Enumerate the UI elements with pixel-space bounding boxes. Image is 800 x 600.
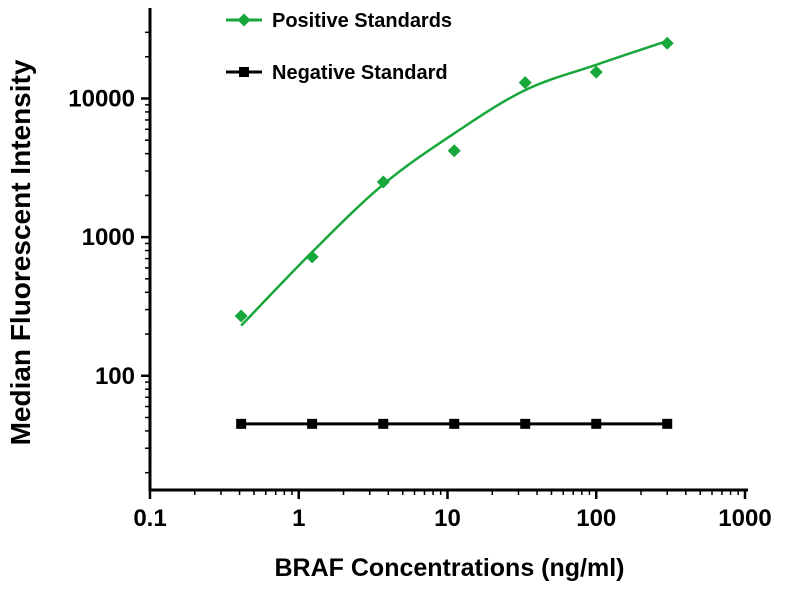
data-point-positive-standards xyxy=(518,76,532,90)
legend-item-positive-standards: Positive Standards xyxy=(226,10,452,32)
data-point-negative-standard xyxy=(378,418,389,429)
data-point-positive-standards xyxy=(376,175,390,189)
legend: Positive Standards Negative Standard xyxy=(226,10,452,84)
y-tick-label: 10000 xyxy=(68,85,135,112)
x-tick-label: 10 xyxy=(434,505,461,532)
legend-marker-positive-standards-icon xyxy=(237,13,251,27)
data-point-negative-standard xyxy=(236,418,247,429)
legend-label: Negative Standard xyxy=(272,62,448,84)
data-point-negative-standard xyxy=(520,418,531,429)
legend-label: Positive Standards xyxy=(272,10,452,32)
data-point-negative-standard xyxy=(449,418,460,429)
data-point-positive-standards xyxy=(660,36,674,50)
y-tick-label: 100 xyxy=(95,363,135,390)
data-point-negative-standard xyxy=(307,418,318,429)
series-positive-standards xyxy=(234,36,674,327)
legend-item-negative-standard: Negative Standard xyxy=(226,62,448,84)
data-point-negative-standard xyxy=(662,418,673,429)
axes: 0.1 1 10 100 1000 100 1000 10000 xyxy=(68,8,772,532)
data-point-positive-standards xyxy=(447,144,461,158)
x-tick-label: 1 xyxy=(292,505,305,532)
y-axis-title: Median Fluorescent Intensity xyxy=(5,59,36,445)
data-point-negative-standard xyxy=(591,418,602,429)
legend-marker-negative-standard-icon xyxy=(239,67,249,77)
x-tick-label: 0.1 xyxy=(133,505,166,532)
x-axis-title: BRAF Concentrations (ng/ml) xyxy=(275,554,625,582)
data-point-positive-standards xyxy=(305,250,319,264)
data-point-positive-standards xyxy=(234,309,248,323)
y-tick-label: 1000 xyxy=(82,224,135,251)
x-tick-label: 1000 xyxy=(718,505,771,532)
data-point-positive-standards xyxy=(589,65,603,79)
x-tick-label: 100 xyxy=(576,505,616,532)
series-negative-standard xyxy=(236,418,673,429)
